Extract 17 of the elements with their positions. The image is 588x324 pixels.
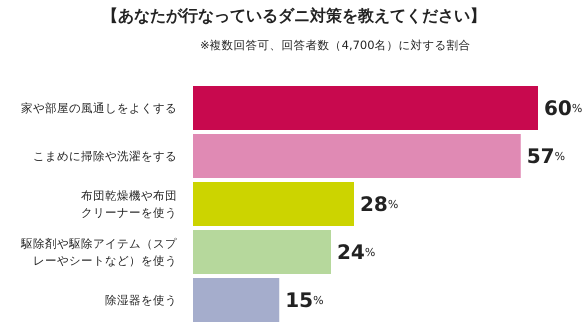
data-label: 28% bbox=[360, 192, 398, 216]
bar bbox=[193, 182, 354, 226]
bar bbox=[193, 86, 538, 130]
chart-subtitle: ※複数回答可、回答者数（4,700名）に対する割合 bbox=[200, 38, 471, 53]
data-label: 57% bbox=[526, 144, 566, 168]
data-label: 15% bbox=[285, 288, 324, 312]
bar bbox=[193, 278, 280, 322]
y-tick-label: 布団乾燥機や布団クリーナーを使う bbox=[81, 188, 177, 220]
y-tick-label: 除湿器を使う bbox=[105, 293, 177, 307]
data-label: 24% bbox=[337, 240, 376, 264]
chart-title: 【あなたが行なっているダニ対策を教えてください】 bbox=[101, 6, 487, 27]
y-tick-label: 駆除剤や駆除アイテム（スプレーやシートなど）を使う bbox=[20, 236, 178, 268]
bar bbox=[193, 230, 331, 274]
y-tick-label: 家や部屋の風通しをよくする bbox=[21, 101, 177, 115]
y-tick-label: こまめに掃除や洗濯をする bbox=[33, 149, 177, 163]
data-label: 60% bbox=[544, 96, 582, 120]
bar bbox=[193, 134, 521, 178]
